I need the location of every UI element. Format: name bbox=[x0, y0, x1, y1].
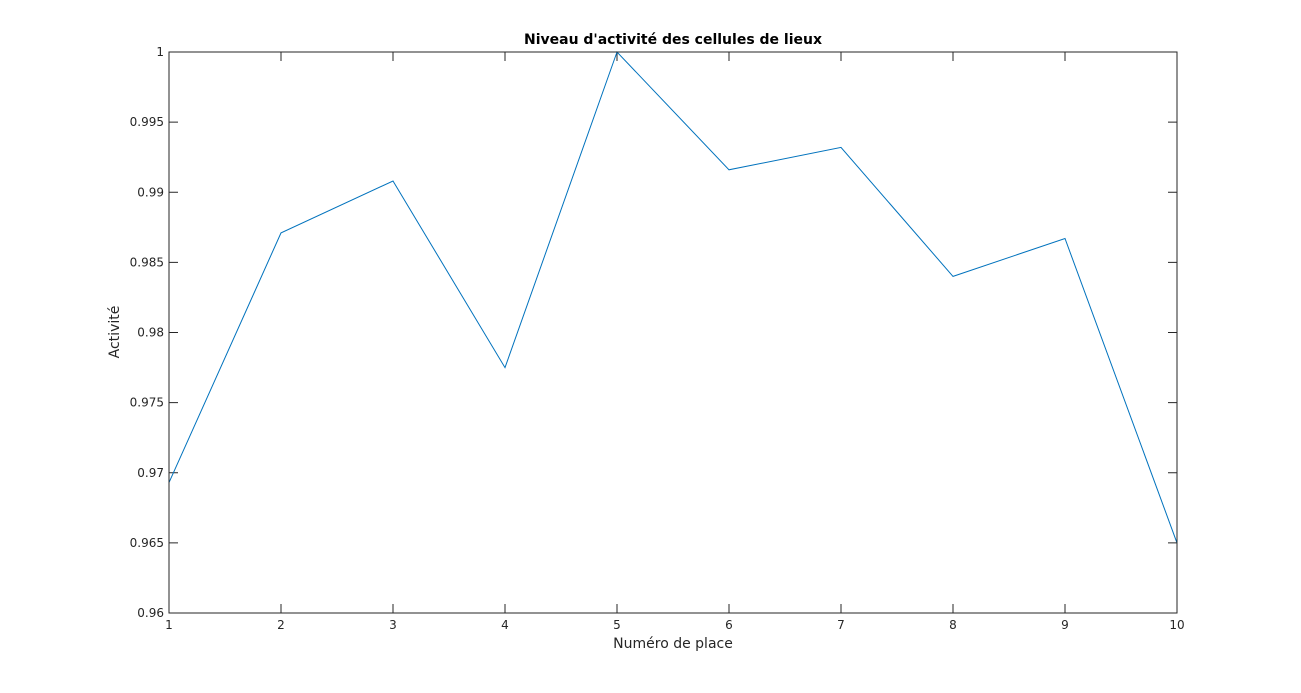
x-tick-label: 6 bbox=[725, 618, 733, 632]
x-tick-label: 4 bbox=[501, 618, 509, 632]
x-tick-label: 2 bbox=[277, 618, 285, 632]
y-tick-label: 0.96 bbox=[137, 606, 164, 620]
y-tick-label: 0.995 bbox=[130, 115, 164, 129]
x-tick-label: 5 bbox=[613, 618, 621, 632]
y-tick-label: 0.97 bbox=[137, 466, 164, 480]
x-tick-label: 1 bbox=[165, 618, 173, 632]
series-line bbox=[168, 51, 1178, 544]
x-axis-title: Numéro de place bbox=[613, 636, 733, 652]
x-tick-label: 3 bbox=[389, 618, 397, 632]
x-tick-label: 7 bbox=[837, 618, 845, 632]
x-tick-label: 10 bbox=[1169, 618, 1184, 632]
y-tick-label: 0.985 bbox=[130, 255, 164, 269]
chart-title: Niveau d'activité des cellules de lieux bbox=[524, 32, 822, 48]
x-tick-label: 8 bbox=[949, 618, 957, 632]
y-tick-label: 0.965 bbox=[130, 536, 164, 550]
plot-area bbox=[169, 52, 1177, 613]
x-tick-label: 9 bbox=[1061, 618, 1069, 632]
plot-frame bbox=[168, 51, 1178, 614]
y-tick-label: 0.99 bbox=[137, 185, 164, 199]
y-tick-label: 1 bbox=[156, 45, 164, 59]
y-tick-label: 0.975 bbox=[130, 396, 164, 410]
y-axis-title: Activité bbox=[107, 306, 123, 359]
y-tick-label: 0.98 bbox=[137, 326, 164, 340]
